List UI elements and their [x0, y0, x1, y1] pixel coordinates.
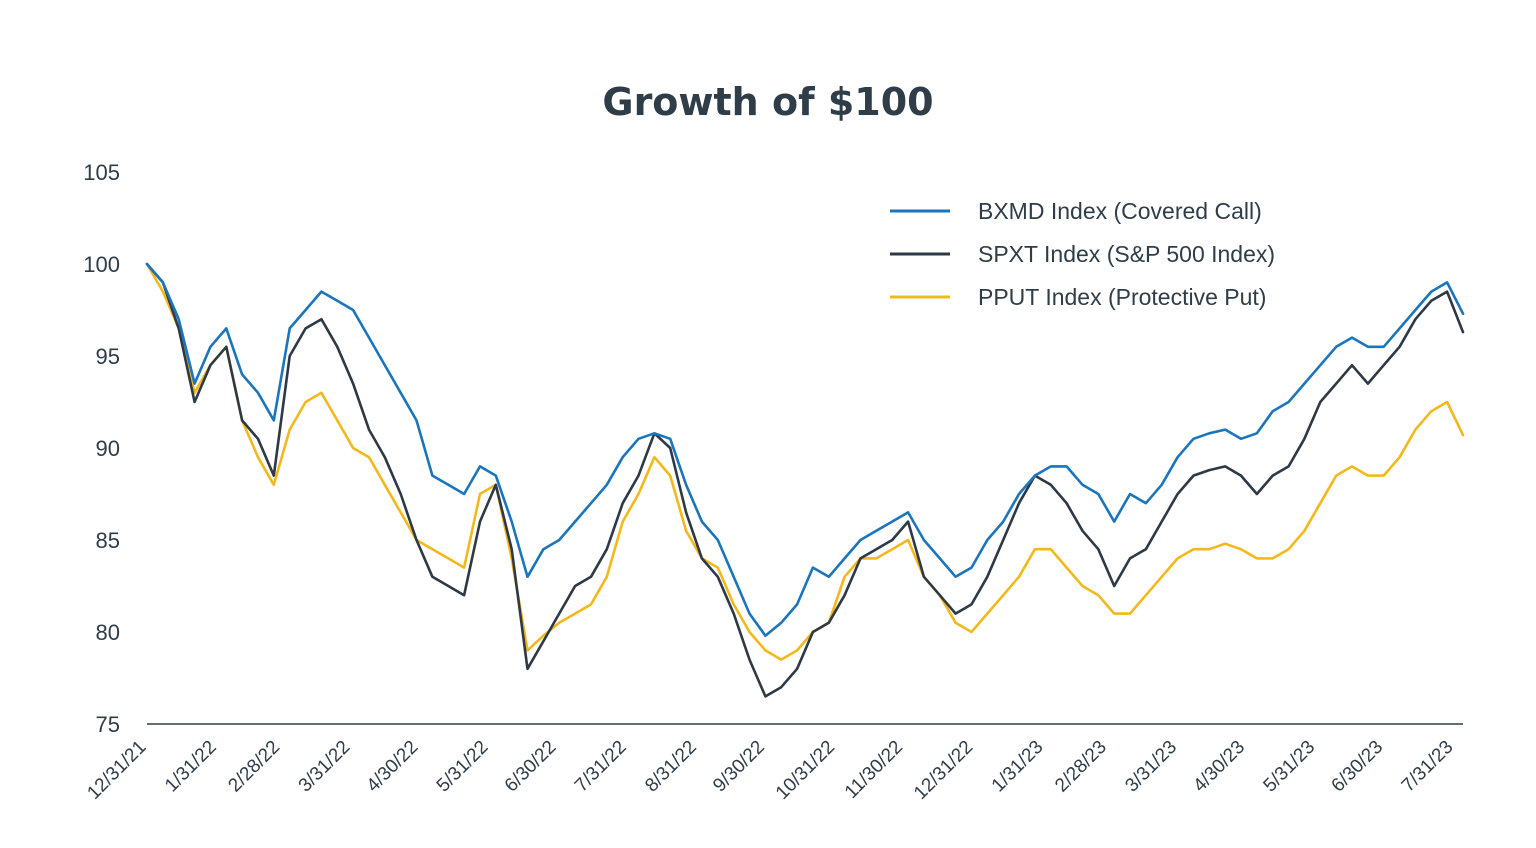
x-tick-label: 3/31/22 — [295, 737, 355, 797]
x-tick-label: 1/31/22 — [161, 737, 221, 797]
x-tick-label: 5/31/22 — [433, 737, 493, 797]
legend-label: BXMD Index (Covered Call) — [978, 198, 1262, 224]
x-tick-label: 7/31/22 — [571, 737, 631, 797]
chart-title: Growth of $100 — [602, 80, 933, 124]
x-tick-label: 4/30/22 — [363, 737, 423, 797]
x-tick-label: 11/30/22 — [841, 737, 907, 803]
y-axis: 75 80 85 90 95 100 105 — [83, 160, 120, 737]
y-tick-label: 75 — [96, 712, 120, 737]
x-axis: 12/31/21 1/31/22 2/28/22 3/31/22 4/30/22 5/31… — [83, 737, 1457, 804]
y-tick-label: 105 — [83, 160, 120, 185]
x-tick-label: 12/31/22 — [910, 737, 977, 804]
series-line-3 — [145, 262, 1465, 661]
x-tick-label: 8/31/22 — [641, 737, 701, 797]
y-tick-label: 80 — [96, 620, 120, 645]
x-tick-label: 7/31/23 — [1398, 737, 1458, 797]
y-tick-label: 95 — [96, 344, 120, 369]
x-tick-label: 6/30/22 — [501, 737, 561, 797]
x-tick-label: 12/31/21 — [83, 737, 150, 804]
x-tick-label: 2/28/22 — [224, 737, 284, 797]
x-tick-label: 10/31/22 — [772, 737, 839, 804]
series-line-2 — [145, 262, 1465, 698]
x-tick-label: 1/31/23 — [988, 737, 1048, 797]
x-tick-label: 4/30/23 — [1189, 737, 1249, 797]
y-tick-label: 90 — [96, 436, 120, 461]
x-tick-label: 3/31/23 — [1121, 737, 1181, 797]
series-line-1 — [145, 262, 1465, 638]
legend-label: PPUT Index (Protective Put) — [978, 284, 1266, 310]
legend-label: SPXT Index (S&P 500 Index) — [978, 241, 1275, 267]
y-tick-label: 100 — [83, 252, 120, 277]
x-tick-label: 9/30/22 — [709, 737, 769, 797]
x-tick-label: 2/28/23 — [1051, 737, 1111, 797]
x-tick-label: 5/31/23 — [1260, 737, 1320, 797]
legend: BXMD Index (Covered Call) SPXT Index (S&P… — [890, 198, 1275, 310]
series-group — [145, 262, 1465, 698]
x-tick-label: 6/30/23 — [1328, 737, 1388, 797]
y-tick-label: 85 — [96, 528, 120, 553]
